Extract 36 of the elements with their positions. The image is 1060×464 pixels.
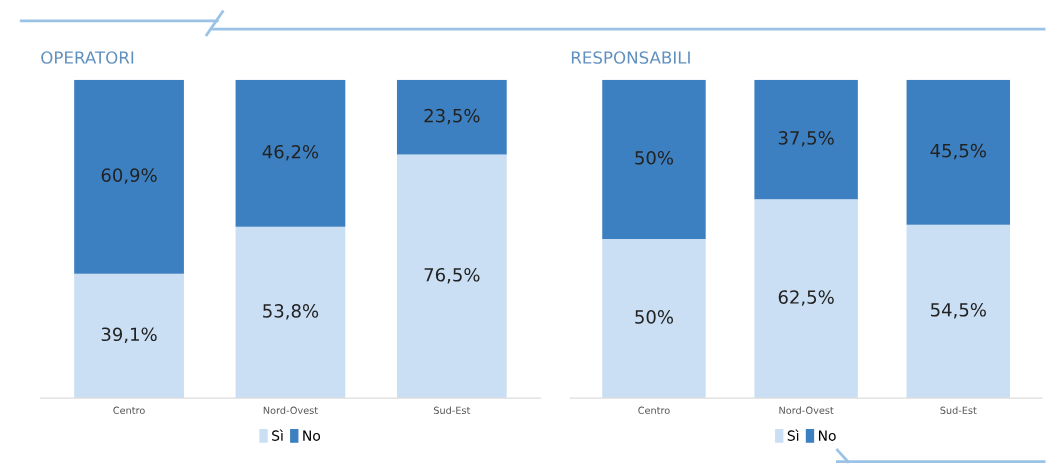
- bar: [396, 154, 507, 399]
- bar: [235, 226, 346, 399]
- data-label: 37,5%: [778, 131, 834, 147]
- data-label: 50%: [635, 310, 674, 324]
- bar: [602, 79, 706, 239]
- x-tick-label: Nord-Ovest: [263, 406, 318, 414]
- data-label: 50%: [635, 150, 674, 165]
- data-label: 23,5%: [424, 108, 480, 125]
- bar: [754, 79, 858, 200]
- data-label: 76,5%: [424, 267, 480, 284]
- bar: [396, 79, 507, 155]
- x-tick-label: Centro: [113, 406, 145, 414]
- data-label: 53,8%: [263, 304, 319, 320]
- x-tick-label: Centro: [638, 406, 670, 414]
- legend-label: Sì: [272, 429, 283, 441]
- bar: [602, 238, 706, 399]
- legend-label: No: [303, 430, 321, 441]
- x-tick-label: Nord-Ovest: [779, 406, 834, 414]
- bar: [906, 224, 1011, 399]
- data-label: 62,5%: [778, 290, 834, 306]
- data-label: 60,9%: [101, 168, 157, 184]
- legend-label: No: [818, 430, 836, 441]
- legend-label: Sì: [787, 429, 799, 441]
- data-label: 54,5%: [931, 302, 986, 319]
- bar: [74, 79, 184, 274]
- x-tick-label: Sud-Est: [940, 406, 977, 414]
- bar: [754, 199, 858, 399]
- x-tick-label: Sud-Est: [433, 406, 471, 414]
- bar: [906, 79, 1011, 225]
- chart-title: OPERATORI: [41, 51, 134, 64]
- bar: [74, 273, 184, 399]
- data-label: 45,5%: [930, 143, 986, 160]
- data-label: 39,1%: [101, 327, 157, 343]
- chart-title: RESPONSABILI: [571, 51, 690, 64]
- data-label: 46,2%: [262, 144, 319, 161]
- bar: [235, 79, 346, 227]
